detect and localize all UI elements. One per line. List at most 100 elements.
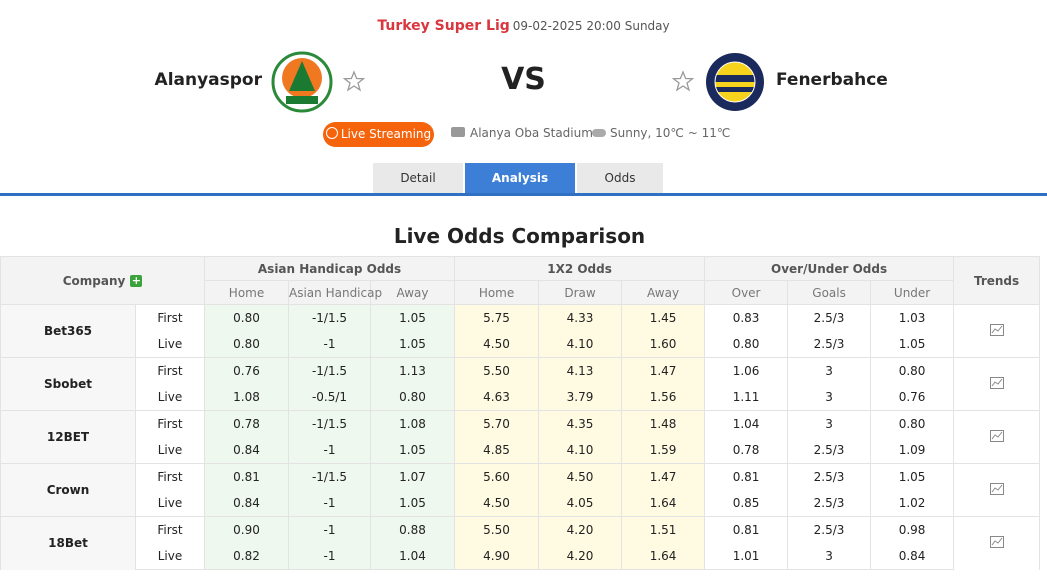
company-header: Company + (0, 256, 206, 305)
trends-button[interactable] (953, 410, 1041, 464)
odds-cell: 3 (787, 410, 872, 437)
odds-cell: 1.01 (704, 543, 789, 570)
subheader: Draw (538, 280, 623, 305)
odds-cell: 1.47 (621, 357, 706, 384)
trends-button[interactable] (953, 516, 1041, 570)
odds-cell: 5.50 (454, 516, 540, 543)
odds-row: 12BET First 0.78 -1/1.5 1.08 5.70 4.35 1.48 1.04… (0, 410, 1041, 464)
odds-cell: 2.5/3 (787, 331, 872, 358)
odds-cell: 0.98 (870, 516, 955, 543)
odds-cell: -1 (288, 437, 372, 464)
home-logo (271, 51, 333, 113)
odds-cell: 5.50 (454, 357, 540, 384)
odds-cell: 1.09 (870, 437, 955, 464)
stage: First (134, 463, 206, 490)
odds-cell: 2.5/3 (787, 437, 872, 464)
stadium: Alanya Oba Stadium (451, 126, 593, 140)
odds-cell: 4.05 (538, 490, 623, 517)
stage: Live (134, 331, 206, 358)
odds-cell: 1.11 (704, 384, 789, 411)
subheader: Home (204, 280, 290, 305)
trends-button[interactable] (953, 304, 1041, 358)
odds-cell: 0.76 (870, 384, 955, 411)
odds-cell: 0.90 (204, 516, 290, 543)
trends-header: Trends (953, 256, 1041, 305)
odds-cell: 4.85 (454, 437, 540, 464)
divider (0, 193, 1047, 196)
odds-table: Company + Asian Handicap Odds 1X2 Odds Over/… (0, 256, 1041, 570)
trend-icon (989, 376, 1004, 389)
odds-cell: 1.48 (621, 410, 706, 437)
odds-cell: 0.81 (704, 516, 789, 543)
odds-cell: 0.88 (370, 516, 456, 543)
odds-cell: 1.51 (621, 516, 706, 543)
favorite-star[interactable] (343, 70, 365, 92)
odds-row: Live 0.80 -1 1.05 4.50 4.10 1.60 0.80 2.5/3 1.05 (1, 331, 1040, 358)
stage: Live (134, 437, 206, 464)
odds-cell: 0.78 (204, 410, 290, 437)
odds-cell: 1.04 (370, 543, 456, 570)
odds-cell: 1.13 (370, 357, 456, 384)
versus: VS (501, 62, 546, 97)
stage: First (134, 516, 206, 543)
company-name: Crown (0, 463, 136, 517)
match-header: Turkey Super Lig 09-02-2025 20:00 Sunday (0, 18, 1047, 34)
odds-cell: 1.05 (370, 304, 456, 331)
tab-active[interactable]: Analysis (465, 163, 575, 193)
odds-cell: 1.02 (870, 490, 955, 517)
home-team: Alanyaspor (154, 70, 262, 90)
odds-cell: 0.84 (870, 543, 955, 570)
odds-cell: 4.35 (538, 410, 623, 437)
odds-cell: 1.03 (870, 304, 955, 331)
odds-cell: 2.5/3 (787, 463, 872, 490)
odds-cell: 2.5/3 (787, 304, 872, 331)
away-logo (706, 53, 764, 111)
odds-cell: 3.79 (538, 384, 623, 411)
favorite-star[interactable] (672, 70, 694, 92)
odds-cell: 1.05 (370, 437, 456, 464)
company-name: 12BET (0, 410, 136, 464)
away-team: Fenerbahce (776, 70, 888, 90)
odds-row: Live 0.84 -1 1.05 4.50 4.05 1.64 0.85 2.5/3 1.02 (1, 490, 1040, 517)
odds-cell: 0.83 (704, 304, 789, 331)
trends-button[interactable] (953, 357, 1041, 411)
live-streaming-button[interactable]: Live Streaming (323, 122, 434, 147)
subheader: Under (870, 280, 955, 305)
odds-row: Sbobet First 0.76 -1/1.5 1.13 5.50 4.13 1.47 1.0… (0, 357, 1041, 411)
odds-cell: 4.90 (454, 543, 540, 570)
odds-cell: 1.08 (204, 384, 290, 411)
subheader: Over (704, 280, 789, 305)
subheader: Away (621, 280, 706, 305)
stage: First (134, 410, 206, 437)
odds-cell: 1.60 (621, 331, 706, 358)
stage: First (134, 304, 206, 331)
odds-cell: 4.10 (538, 437, 623, 464)
odds-cell: 0.84 (204, 437, 290, 464)
odds-cell: 3 (787, 543, 872, 570)
subheader: Away (370, 280, 456, 305)
league: Turkey Super Lig (377, 18, 510, 34)
odds-cell: -0.5/1 (288, 384, 372, 411)
tab[interactable]: Odds (577, 163, 663, 193)
odds-cell: 4.63 (454, 384, 540, 411)
datetime: 09-02-2025 20:00 Sunday (512, 19, 670, 33)
add-company-button[interactable]: + (130, 274, 143, 287)
trend-icon (989, 535, 1004, 548)
odds-cell: 0.80 (870, 410, 955, 437)
odds-cell: 1.64 (621, 490, 706, 517)
subheader: Asian Handicap (288, 280, 382, 305)
odds-cell: 1.05 (370, 490, 456, 517)
odds-row: Live 0.84 -1 1.05 4.85 4.10 1.59 0.78 2.5/3 1.09 (1, 437, 1040, 464)
odds-cell: 4.13 (538, 357, 623, 384)
stage: Live (134, 543, 206, 570)
trends-button[interactable] (953, 463, 1041, 517)
odds-cell: 0.80 (204, 331, 290, 358)
odds-cell: 1.56 (621, 384, 706, 411)
odds-cell: 0.81 (704, 463, 789, 490)
weather: Sunny, 10℃ ~ 11℃ (592, 126, 730, 140)
section-title: Live Odds Comparison (393, 224, 646, 248)
odds-cell: 4.20 (538, 543, 623, 570)
tab[interactable]: Detail (373, 163, 463, 193)
group-header: Over/Under Odds (704, 256, 955, 281)
